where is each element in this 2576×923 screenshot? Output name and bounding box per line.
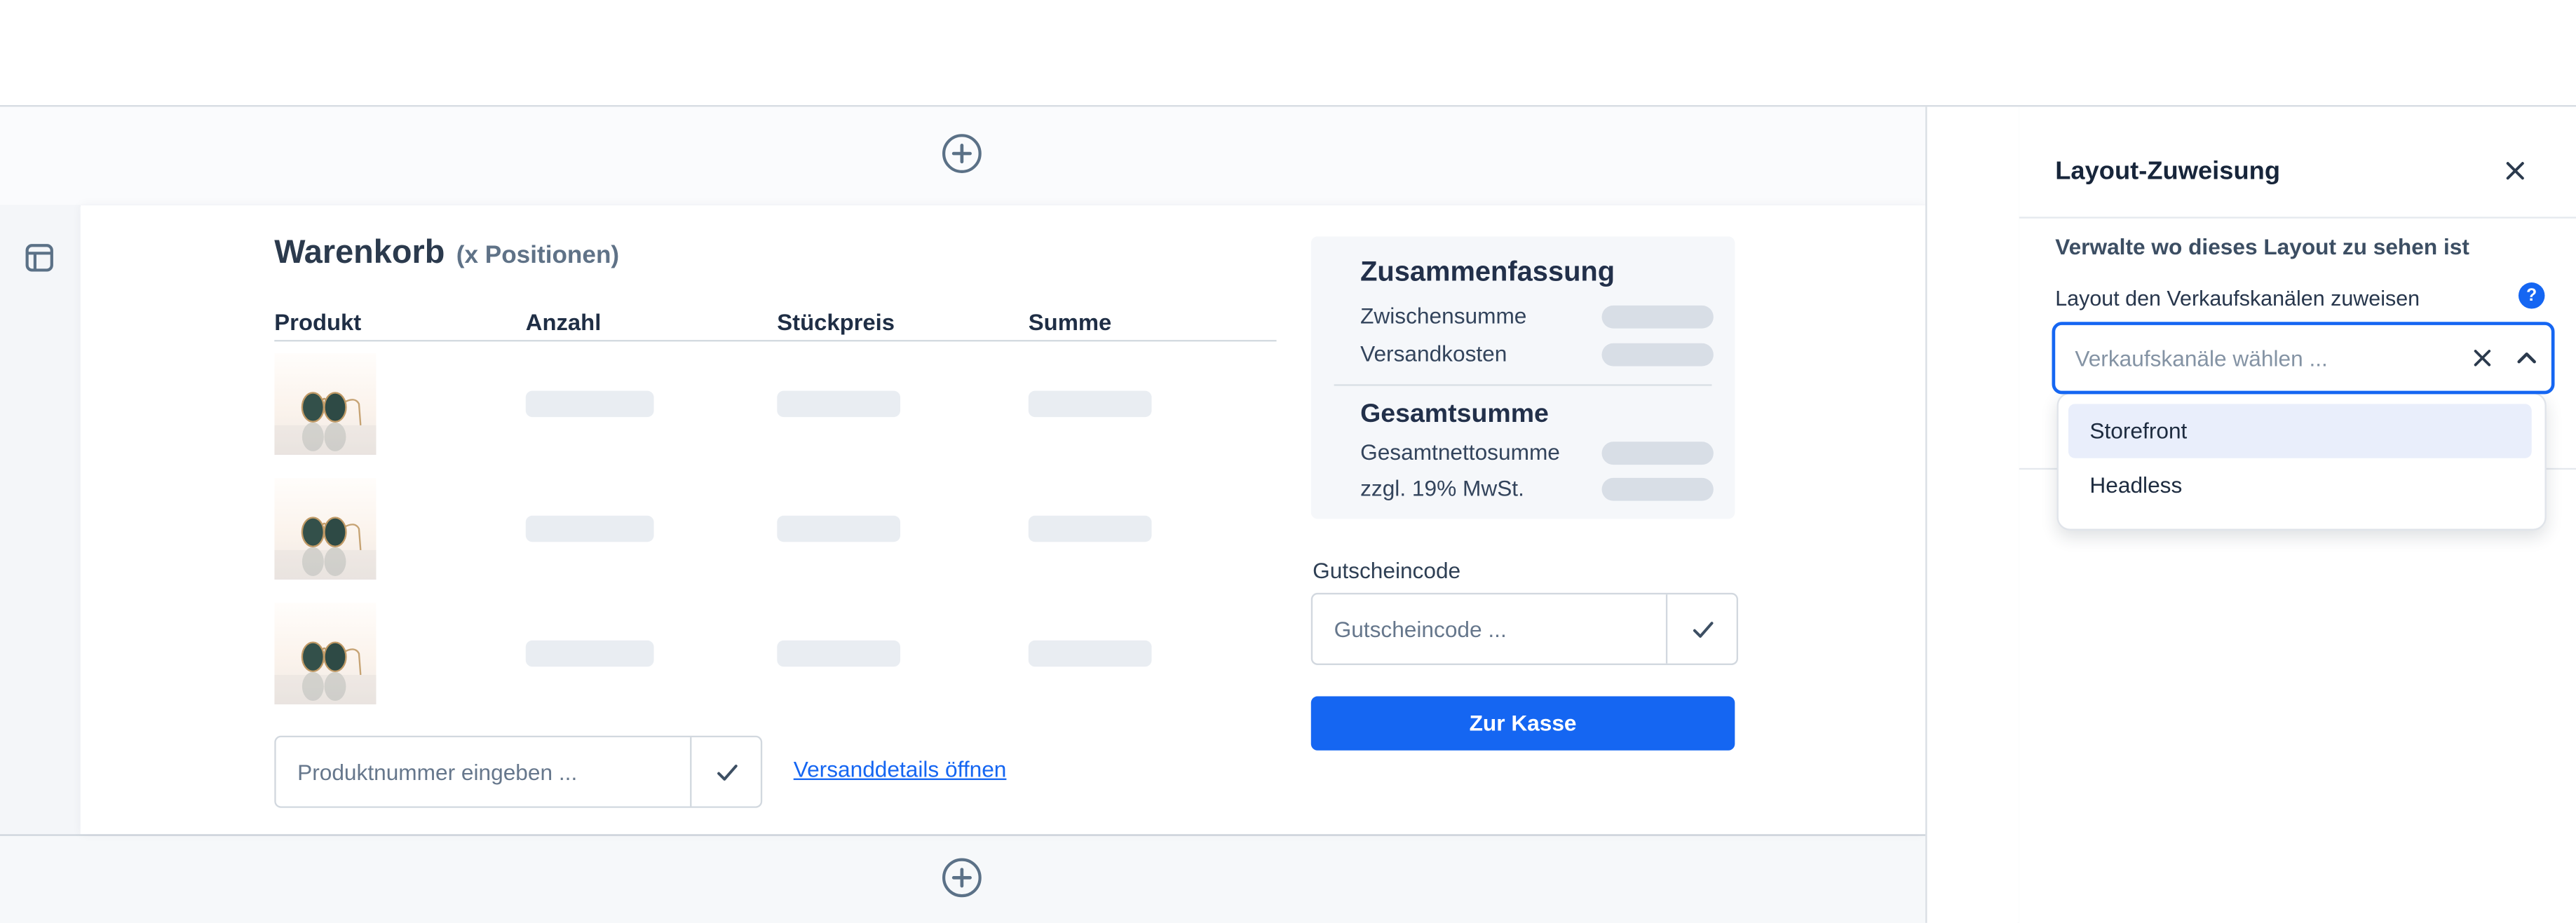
- sales-channel-select[interactable]: [2052, 322, 2555, 395]
- summary-title: Zusammenfassung: [1360, 256, 1615, 288]
- product-image: [274, 602, 377, 705]
- voucher-submit-button[interactable]: [1665, 594, 1737, 664]
- placeholder-shipping-value: [1601, 343, 1714, 367]
- section-gutter: [0, 205, 81, 835]
- summary-label-net-total: Gesamtnettosumme: [1360, 439, 1560, 465]
- placeholder-sum: [1028, 640, 1152, 667]
- cart-heading: Warenkorb (x Positionen): [274, 235, 619, 273]
- column-header-anzahl: Anzahl: [525, 308, 602, 335]
- placeholder-net-total-value: [1601, 442, 1714, 465]
- editor-toolbar: [1925, 104, 2019, 923]
- placeholder-unit-price: [777, 640, 901, 667]
- placeholder-sum: [1028, 390, 1152, 418]
- summary-label-vat: zzgl. 19% MwSt.: [1360, 476, 1524, 501]
- sales-channel-field-label: Layout den Verkaufskanälen zuweisen: [2055, 285, 2420, 310]
- checkout-button[interactable]: Zur Kasse: [1310, 696, 1735, 751]
- check-icon: [712, 758, 740, 786]
- voucher-input[interactable]: [1313, 594, 1666, 664]
- product-number-input[interactable]: [276, 737, 691, 807]
- check-icon: [1688, 615, 1716, 643]
- panel-title: Layout-Zuweisung: [2055, 157, 2281, 186]
- section-settings-icon[interactable]: [23, 241, 56, 274]
- chevron-up-icon[interactable]: [2502, 351, 2551, 364]
- column-header-stueckpreis: Stückpreis: [777, 308, 895, 335]
- select-clear-icon[interactable]: [2462, 348, 2502, 368]
- dropdown-option-storefront[interactable]: Storefront: [2068, 404, 2532, 458]
- sales-channel-select-input[interactable]: [2055, 346, 2463, 371]
- placeholder-subtotal-value: [1601, 305, 1714, 329]
- shipping-details-link[interactable]: Versanddetails öffnen: [793, 757, 1007, 782]
- placeholder-quantity: [525, 390, 654, 418]
- cart-summary-card: [1310, 236, 1735, 519]
- top-header: [0, 0, 2576, 107]
- dropdown-option-headless[interactable]: Headless: [2089, 472, 2183, 498]
- product-number-field: [274, 735, 763, 808]
- product-image: [274, 477, 377, 580]
- voucher-field: [1310, 592, 1738, 665]
- cart-heading-text: Warenkorb: [274, 235, 445, 271]
- panel-divider: [2019, 217, 2576, 219]
- add-block-button-bottom[interactable]: [942, 857, 983, 898]
- table-header-rule: [274, 340, 1277, 342]
- voucher-label: Gutscheincode: [1313, 558, 1461, 583]
- placeholder-quantity: [525, 515, 654, 542]
- placeholder-unit-price: [777, 515, 901, 542]
- cart-heading-suffix: (x Positionen): [456, 241, 620, 270]
- placeholder-vat-value: [1601, 477, 1714, 501]
- help-icon[interactable]: ?: [2518, 282, 2545, 309]
- summary-label-subtotal: Zwischensumme: [1360, 303, 1527, 329]
- panel-close-button[interactable]: [2504, 159, 2530, 185]
- summary-label-shipping: Versandkosten: [1360, 341, 1507, 367]
- product-image: [274, 353, 377, 456]
- panel-description: Verwalte wo dieses Layout zu sehen ist: [2055, 235, 2469, 260]
- summary-divider: [1334, 384, 1712, 386]
- placeholder-sum: [1028, 515, 1152, 542]
- add-block-button-top[interactable]: [942, 133, 983, 175]
- summary-total-title: Gesamtsumme: [1360, 400, 1549, 429]
- product-number-submit-button[interactable]: [690, 737, 761, 807]
- column-header-summe: Summe: [1028, 308, 1112, 335]
- placeholder-quantity: [525, 640, 654, 667]
- placeholder-unit-price: [777, 390, 901, 418]
- column-header-produkt: Produkt: [274, 308, 362, 335]
